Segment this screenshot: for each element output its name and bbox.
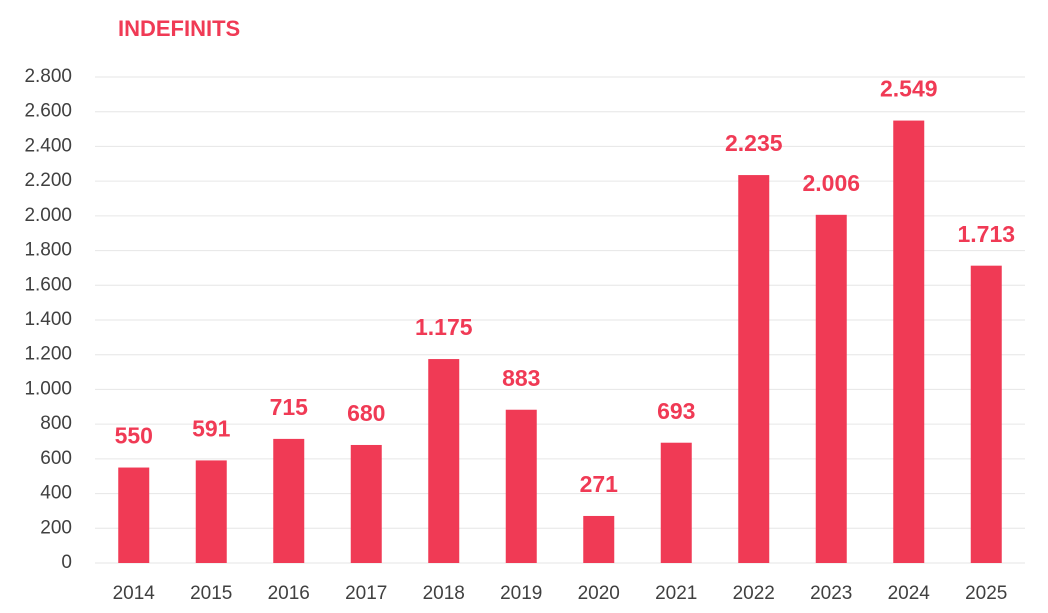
bar [118,467,150,563]
x-tick-label: 2017 [345,583,387,604]
y-tick-label: 1.800 [24,240,72,261]
bar [815,214,847,563]
data-label: 1.713 [957,221,1015,247]
y-tick-label: 1.600 [24,274,72,295]
bar [583,515,615,563]
bar [738,175,770,563]
x-tick-label: 2025 [965,583,1007,604]
y-tick-label: 1.000 [24,378,72,399]
x-tick-label: 2014 [113,583,156,604]
data-label: 2.549 [880,76,938,102]
x-tick-label: 2022 [733,583,775,604]
bar [273,438,305,563]
x-tick-label: 2019 [500,583,542,604]
bar [970,265,1002,563]
data-label: 680 [347,400,385,426]
y-tick-label: 400 [40,483,72,504]
data-label: 550 [115,423,153,449]
y-tick-label: 2.600 [24,101,72,122]
y-tick-label: 1.400 [24,309,72,330]
chart-title: INDEFINITS [118,16,240,41]
bar [428,359,460,563]
y-tick-label: 800 [40,413,72,434]
x-tick-label: 2018 [423,583,465,604]
data-label: 271 [580,471,619,497]
y-tick-label: 2.200 [24,170,72,191]
x-tick-label: 2024 [888,583,931,604]
y-tick-label: 2.800 [24,66,72,87]
data-label: 591 [192,415,231,441]
data-label: 883 [502,365,540,391]
bar [505,409,537,563]
data-label: 1.175 [415,314,473,340]
x-tick-label: 2015 [190,583,232,604]
y-tick-label: 2.000 [24,205,72,226]
data-label: 2.006 [802,170,860,196]
x-tick-label: 2016 [268,583,310,604]
bar [195,460,227,563]
bar [660,442,692,563]
x-tick-label: 2020 [578,583,620,604]
y-tick-label: 2.400 [24,135,72,156]
data-label: 715 [270,394,309,420]
data-label: 2.235 [725,130,783,156]
data-label: 693 [657,398,695,424]
x-tick-label: 2023 [810,583,852,604]
y-tick-label: 600 [40,448,72,469]
y-tick-label: 0 [61,552,72,573]
bar [350,444,382,563]
y-tick-label: 1.200 [24,344,72,365]
x-tick-label: 2021 [655,583,697,604]
y-tick-label: 200 [40,517,72,538]
bar [893,120,925,563]
